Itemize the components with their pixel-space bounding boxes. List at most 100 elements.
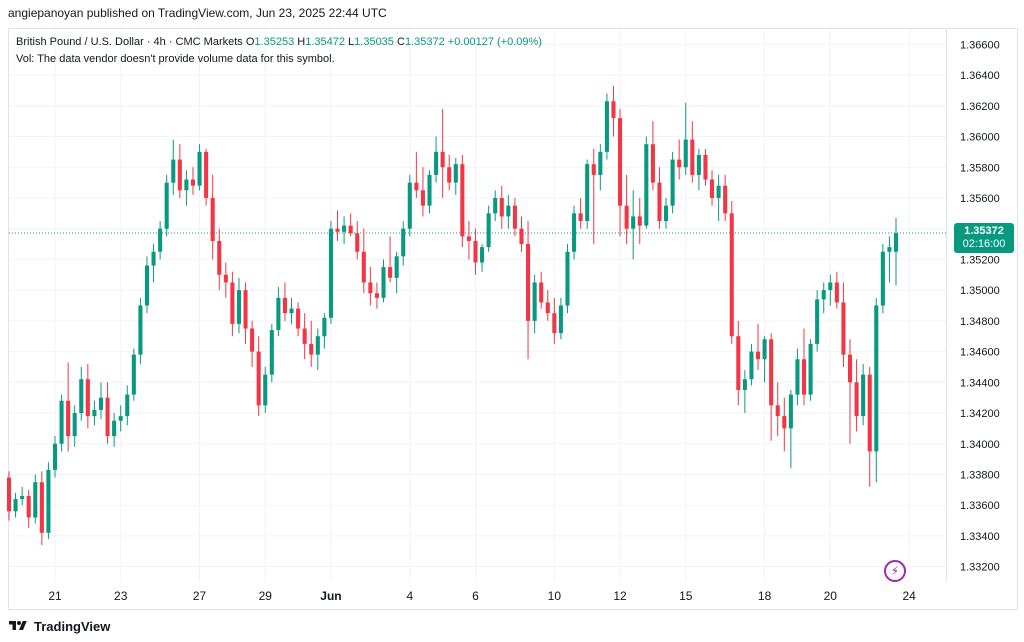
time-tick-label: 27 bbox=[193, 589, 207, 603]
candle-body bbox=[539, 282, 544, 303]
candle-body bbox=[151, 251, 156, 266]
candle-body bbox=[815, 299, 820, 344]
candle-body bbox=[342, 225, 347, 232]
candle-body bbox=[407, 182, 412, 229]
price-tick-label: 1.34000 bbox=[960, 439, 1000, 451]
symbol-description[interactable]: British Pound / U.S. Dollar · 4h · CMC M… bbox=[16, 36, 243, 48]
time-tick-label: 15 bbox=[679, 589, 693, 603]
candle-body bbox=[545, 302, 550, 314]
candle-body bbox=[841, 302, 846, 355]
time-axis-ticks: 21 23 27 29 Jun 4 6 10 12 15 18 20 24 bbox=[48, 589, 916, 603]
candle-body bbox=[85, 379, 90, 417]
candle-body bbox=[749, 351, 754, 380]
candle-body bbox=[381, 267, 386, 298]
candle-body bbox=[158, 228, 163, 252]
candle-body bbox=[6, 477, 12, 512]
candle-body bbox=[276, 297, 281, 331]
candle-body bbox=[263, 374, 268, 406]
footer-brand[interactable]: TradingView bbox=[8, 616, 110, 636]
candle-body bbox=[328, 228, 333, 318]
candle-body bbox=[26, 495, 31, 518]
candle-body bbox=[204, 151, 209, 198]
candle-body bbox=[144, 265, 150, 306]
brand-name: TradingView bbox=[34, 618, 111, 634]
candle-body bbox=[374, 293, 379, 298]
legend: British Pound / U.S. Dollar · 4h · CMC M… bbox=[16, 34, 542, 68]
candle-body bbox=[230, 282, 235, 324]
price-axis[interactable] bbox=[946, 28, 1019, 582]
candle-body bbox=[677, 159, 682, 168]
candle-body bbox=[171, 159, 176, 183]
time-tick-label: 12 bbox=[613, 589, 627, 603]
candle-body bbox=[742, 379, 747, 390]
candle-body bbox=[66, 400, 71, 437]
candle-body bbox=[769, 339, 774, 406]
candle-body bbox=[821, 290, 826, 300]
candle-body bbox=[52, 443, 58, 470]
time-tick-label: 4 bbox=[406, 589, 413, 603]
candle-body bbox=[493, 197, 498, 214]
candle-body bbox=[368, 282, 373, 294]
candle-body bbox=[867, 374, 872, 452]
candle-body bbox=[361, 251, 366, 283]
candle-body bbox=[447, 167, 452, 183]
price-tick-label: 1.34800 bbox=[960, 316, 1000, 328]
candle-body bbox=[604, 101, 609, 152]
candle-body bbox=[118, 416, 123, 421]
time-tick-label: Jun bbox=[320, 589, 341, 603]
candle-body bbox=[664, 205, 669, 222]
candle-body bbox=[644, 144, 649, 226]
candle-body bbox=[440, 151, 445, 168]
candle-body bbox=[33, 482, 38, 518]
candle-body bbox=[690, 139, 695, 175]
candle-body bbox=[486, 213, 491, 248]
candle-body bbox=[466, 236, 471, 241]
close-value: 1.35372 bbox=[404, 36, 445, 48]
candle-body bbox=[893, 233, 899, 252]
candle-body bbox=[250, 328, 255, 352]
candle-body bbox=[289, 308, 294, 314]
candle-body bbox=[762, 339, 767, 360]
candle-body bbox=[39, 482, 44, 533]
candle-body bbox=[723, 185, 728, 214]
time-tick-label: 29 bbox=[259, 589, 273, 603]
candle-body bbox=[460, 164, 465, 237]
candle-body bbox=[302, 328, 307, 344]
candle-body bbox=[394, 256, 399, 278]
candle-body bbox=[414, 182, 419, 191]
candle-body bbox=[585, 164, 590, 222]
candle-body bbox=[703, 154, 708, 180]
candle-body bbox=[46, 469, 51, 533]
candle-body bbox=[880, 251, 885, 306]
candle-body bbox=[506, 205, 511, 217]
tradingview-logo-icon bbox=[9, 621, 27, 630]
candle-body bbox=[210, 197, 215, 241]
candle-body bbox=[98, 397, 104, 410]
volume-note: Vol: The data vendor doesn't provide vol… bbox=[16, 53, 335, 65]
candle-body bbox=[401, 228, 406, 257]
price-tick-label: 1.34200 bbox=[960, 408, 1000, 420]
candle-body bbox=[696, 154, 701, 175]
candle-body bbox=[236, 290, 241, 324]
candle-body bbox=[20, 495, 25, 500]
candle-body bbox=[532, 282, 537, 321]
high-value: 1.35472 bbox=[305, 36, 345, 48]
price-tick-label: 1.33200 bbox=[960, 562, 1000, 574]
candle-body bbox=[716, 185, 721, 198]
candle-body bbox=[618, 118, 623, 206]
high-label: H bbox=[297, 36, 306, 48]
candle-body bbox=[125, 394, 130, 417]
candle-body bbox=[499, 197, 504, 217]
candle-body bbox=[322, 317, 327, 337]
last-price-tag: 1.35372 02:16:00 bbox=[954, 222, 1014, 253]
time-tick-label: 21 bbox=[48, 589, 62, 603]
candle-body bbox=[526, 244, 531, 321]
low-label: L bbox=[348, 36, 355, 48]
candle-body bbox=[473, 240, 478, 263]
candle-body bbox=[243, 290, 248, 329]
candle-body bbox=[861, 374, 866, 417]
time-tick-label: 23 bbox=[114, 589, 128, 603]
candle-body bbox=[315, 336, 320, 355]
lightning-bolt-icon[interactable]: ⚡︎ bbox=[884, 560, 906, 582]
